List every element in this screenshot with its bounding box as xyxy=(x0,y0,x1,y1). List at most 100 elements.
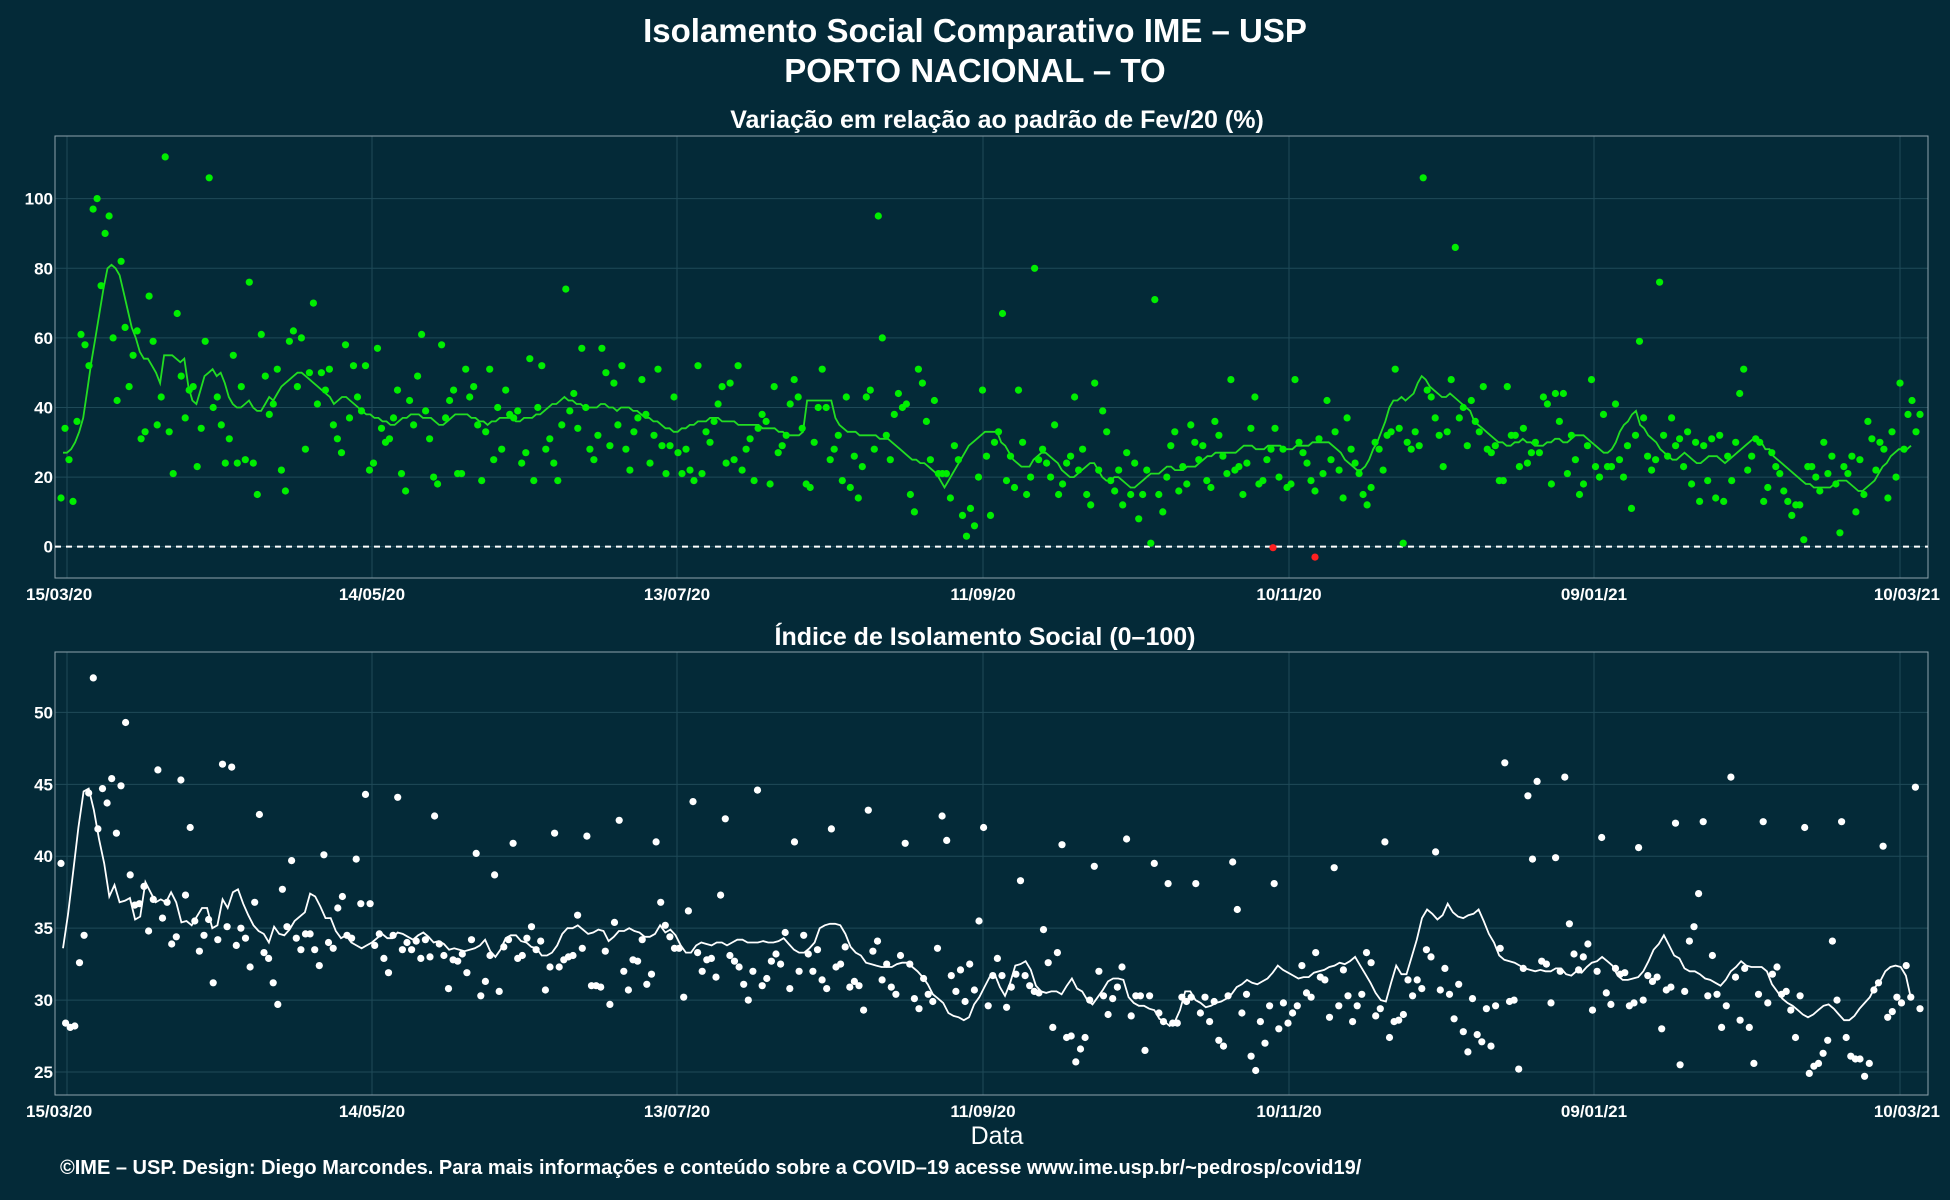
top-data-point xyxy=(642,410,650,418)
top-data-point xyxy=(337,449,346,457)
top-data-point xyxy=(329,421,337,429)
bottom-data-point xyxy=(149,895,157,904)
bottom-x-tick-label: 10/11/20 xyxy=(1256,1102,1321,1121)
top-data-point xyxy=(1479,383,1487,391)
top-data-point xyxy=(530,477,538,485)
bottom-data-point xyxy=(924,990,932,998)
top-data-point xyxy=(1812,473,1820,481)
top-data-point xyxy=(189,383,197,391)
top-data-point xyxy=(1800,536,1808,544)
top-data-point xyxy=(1279,445,1287,453)
bottom-data-point xyxy=(237,924,245,932)
top-data-point xyxy=(1916,410,1924,418)
bottom-data-point xyxy=(1344,992,1352,1000)
bottom-data-point xyxy=(901,839,909,847)
top-data-point xyxy=(574,424,582,432)
top-data-point xyxy=(1684,428,1692,436)
bottom-data-point xyxy=(274,1000,282,1009)
bottom-data-point xyxy=(555,963,563,971)
bottom-data-point xyxy=(1432,848,1440,856)
bottom-data-point xyxy=(195,947,203,955)
bottom-data-point xyxy=(712,973,720,981)
bottom-data-point xyxy=(177,776,185,784)
top-data-point xyxy=(1740,365,1748,373)
bottom-data-point xyxy=(1916,1005,1924,1013)
top-data-point xyxy=(422,407,430,415)
top-data-point xyxy=(1006,452,1015,460)
bottom-data-point xyxy=(1067,1032,1075,1040)
bottom-data-point xyxy=(1395,1016,1403,1024)
top-data-point xyxy=(1591,463,1600,471)
top-data-point xyxy=(237,383,245,391)
top-data-point xyxy=(762,417,770,425)
top-data-point xyxy=(1720,497,1728,505)
top-data-point xyxy=(1227,376,1235,384)
bottom-data-point xyxy=(1685,937,1693,945)
bottom-data-point xyxy=(454,957,462,965)
bottom-x-tick-label: 11/09/20 xyxy=(950,1102,1015,1121)
bottom-data-point xyxy=(1270,880,1278,888)
bottom-data-point xyxy=(1897,999,1906,1007)
top-data-point xyxy=(1776,470,1784,478)
top-data-point xyxy=(978,386,987,394)
bottom-data-point xyxy=(1053,949,1061,957)
top-x-tick-label: 14/05/20 xyxy=(339,585,405,604)
top-data-point xyxy=(586,445,594,453)
top-data-point xyxy=(1772,463,1780,471)
bottom-data-point xyxy=(1528,855,1537,863)
top-data-point xyxy=(1119,501,1127,509)
bottom-data-point xyxy=(1607,1000,1615,1009)
top-data-point xyxy=(1547,480,1555,488)
top-data-point xyxy=(1271,424,1279,432)
top-data-point xyxy=(1539,393,1547,401)
bottom-data-point xyxy=(94,825,102,833)
top-data-point xyxy=(510,414,518,422)
top-data-point xyxy=(922,417,931,425)
top-data-point xyxy=(285,337,293,345)
top-data-point xyxy=(1251,393,1259,401)
top-panel-title: Variação em relação ao padrão de Fev/20 … xyxy=(730,106,1264,134)
bottom-data-point xyxy=(158,914,167,922)
top-data-point xyxy=(193,463,201,471)
bottom-data-point xyxy=(357,900,365,908)
bottom-data-point xyxy=(1639,996,1647,1004)
bottom-data-point xyxy=(837,960,845,968)
top-data-point xyxy=(682,445,690,453)
bottom-data-point xyxy=(777,960,785,968)
top-data-point xyxy=(393,386,402,394)
bottom-data-point xyxy=(1219,1042,1228,1050)
top-data-point xyxy=(1031,264,1039,272)
bottom-data-point xyxy=(1805,1069,1813,1077)
top-data-point xyxy=(65,456,73,464)
bottom-data-point xyxy=(1339,966,1347,974)
bottom-data-point xyxy=(1787,1006,1795,1014)
top-data-point xyxy=(241,456,249,464)
top-data-point xyxy=(1191,438,1199,446)
bottom-data-point xyxy=(1764,999,1772,1007)
bottom-data-point xyxy=(970,986,979,994)
bottom-data-point xyxy=(1173,1019,1181,1027)
top-data-point xyxy=(854,494,862,502)
bottom-data-point xyxy=(98,785,107,793)
top-data-point xyxy=(1063,459,1071,467)
top-data-point xyxy=(1167,442,1175,450)
bottom-data-point xyxy=(306,930,314,938)
top-data-point xyxy=(149,337,157,345)
bottom-data-point xyxy=(1575,966,1583,974)
bottom-data-point xyxy=(135,900,143,908)
bottom-data-point xyxy=(1722,1002,1730,1010)
top-data-point xyxy=(1175,487,1183,495)
top-data-point xyxy=(1471,417,1479,425)
bottom-data-point xyxy=(1418,985,1426,993)
top-data-point xyxy=(1115,466,1123,474)
top-data-point xyxy=(626,466,634,474)
top-data-point xyxy=(1780,487,1788,495)
top-data-point xyxy=(618,362,626,370)
top-data-point xyxy=(502,386,510,394)
top-data-point xyxy=(538,362,546,370)
top-data-point xyxy=(758,410,766,418)
top-data-point xyxy=(426,435,434,443)
top-data-point xyxy=(974,473,983,481)
bottom-data-point xyxy=(717,891,725,899)
